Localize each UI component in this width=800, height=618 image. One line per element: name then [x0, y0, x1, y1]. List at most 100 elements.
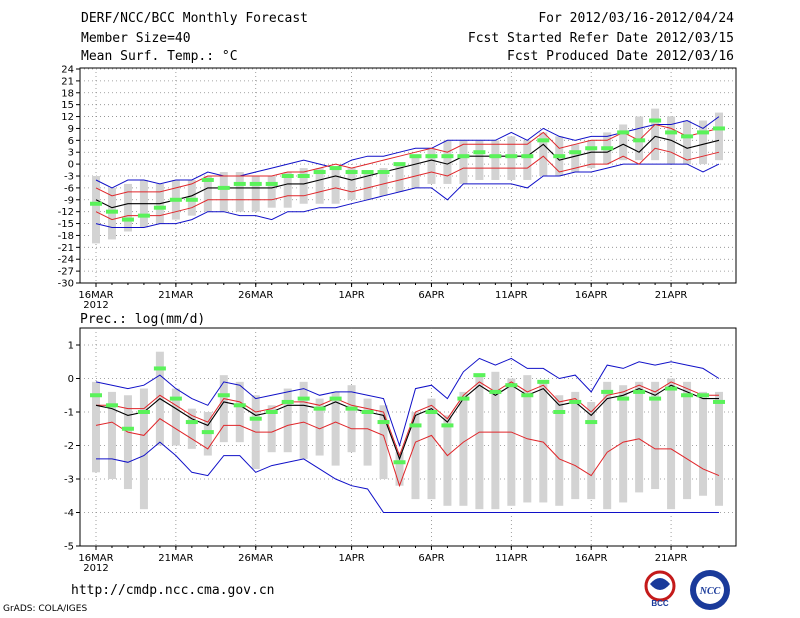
- temp-observed-mark: [345, 170, 358, 175]
- temp-xtick-label: 6APR: [418, 290, 444, 301]
- temp-ytick-label: 18: [61, 88, 74, 99]
- prec-ytick-label: -5: [64, 542, 74, 553]
- prec-ytick-label: 0: [68, 374, 74, 385]
- prec-ensemble-bar: [683, 381, 692, 500]
- source-url[interactable]: http://cmdp.ncc.cma.gov.cn: [71, 583, 275, 598]
- temp-ensemble-bar: [571, 144, 580, 173]
- temp-observed-mark: [217, 185, 230, 190]
- temp-ytick-label: 3: [68, 148, 74, 159]
- temp-ensemble-bar: [267, 176, 276, 208]
- prec-inner-upper-line: [96, 381, 719, 458]
- temp-ytick-label: 9: [68, 124, 74, 135]
- prec-observed-mark: [329, 396, 342, 401]
- prec-ytick-label: -3: [64, 475, 74, 486]
- forecast-produced-date: Fcst Produced Date 2012/03/16: [507, 49, 734, 64]
- prec-xtick-label: 16APR: [575, 553, 608, 564]
- prec-observed-mark: [617, 396, 630, 401]
- prec-observed-mark: [137, 410, 150, 414]
- temp-observed-mark: [201, 177, 214, 182]
- temp-ensemble-bar: [715, 112, 723, 161]
- prec-observed-mark: [249, 416, 262, 421]
- temp-ensemble-bar: [299, 168, 308, 204]
- temp-observed-mark: [553, 154, 566, 159]
- prec-observed-mark: [489, 389, 502, 394]
- prec-ensemble-bar: [459, 391, 468, 506]
- prec-observed-mark: [649, 396, 662, 401]
- temp-ensemble-bar: [651, 108, 660, 161]
- prec-ensemble-bar: [331, 391, 340, 466]
- prec-xtick-label: 1APR: [338, 553, 364, 564]
- prec-observed-mark: [201, 430, 214, 435]
- prec-observed-mark: [537, 379, 550, 384]
- temp-ytick-label: -21: [58, 243, 74, 254]
- precip-panel-title: Prec.: log(mm/d): [80, 312, 206, 327]
- temp-ensemble-bar: [459, 140, 468, 184]
- prec-observed-mark: [601, 389, 614, 394]
- prec-mean-line: [95, 384, 719, 461]
- temp-observed-mark: [681, 134, 694, 139]
- prec-observed-mark: [521, 393, 534, 398]
- temp-observed-mark: [265, 181, 278, 186]
- temp-ensemble-bar: [475, 140, 484, 180]
- temp-observed-mark: [601, 146, 614, 151]
- prec-observed-mark: [425, 410, 438, 414]
- temp-observed-mark: [329, 166, 342, 171]
- temp-observed-mark: [90, 201, 102, 206]
- prec-xtick-label: 26MAR: [238, 553, 273, 564]
- chart-title: DERF/NCC/BCC Monthly Forecast: [81, 11, 308, 26]
- prec-observed-mark: [681, 393, 694, 398]
- prec-observed-mark: [569, 399, 582, 404]
- temp-observed-mark: [489, 154, 502, 159]
- temp-ensemble-bar: [251, 176, 260, 212]
- variable-label: Mean Surf. Temp.: °C: [81, 49, 238, 64]
- member-size: Member Size=40: [81, 31, 191, 46]
- prec-observed-mark: [409, 423, 422, 428]
- temp-ytick-label: -6: [64, 183, 74, 194]
- prec-ensemble-bar: [651, 381, 660, 490]
- prec-ensemble-bar: [187, 408, 196, 449]
- bcc-logo: BCC: [644, 570, 676, 608]
- temp-observed-mark: [153, 205, 166, 210]
- temp-ensemble-bar: [587, 140, 596, 169]
- temp-ytick-label: 21: [61, 76, 74, 87]
- prec-ensemble-bar: [571, 391, 580, 500]
- temp-ytick-label: 12: [61, 112, 74, 123]
- prec-ensemble-bar: [555, 395, 564, 506]
- ncc-logo: NCC: [690, 570, 730, 610]
- prec-ensemble-bar: [475, 375, 484, 510]
- bcc-logo-text: BCC: [651, 599, 669, 608]
- prec-observed-mark: [265, 410, 278, 414]
- prec-ensemble-bar: [507, 378, 516, 506]
- prec-observed-mark: [505, 383, 518, 388]
- prec-ensemble-bar: [379, 405, 388, 479]
- prec-ytick-label: 1: [68, 341, 74, 352]
- temp-outer-upper-line: [95, 116, 720, 189]
- temp-xtick-label: 26MAR: [238, 290, 273, 301]
- temp-ensemble-bar: [491, 140, 500, 180]
- prec-observed-mark: [281, 399, 294, 404]
- prec-xtick-label: 21APR: [655, 553, 688, 564]
- temp-ytick-label: 0: [68, 160, 74, 171]
- temp-ensemble-bar: [123, 183, 132, 232]
- temp-ensemble-bar: [235, 172, 244, 212]
- temp-observed-mark: [457, 154, 470, 159]
- prec-observed-mark: [473, 373, 486, 378]
- temp-ytick-label: 15: [61, 100, 74, 111]
- temp-observed-mark: [649, 118, 662, 123]
- temp-observed-mark: [313, 170, 326, 175]
- prec-ytick-label: -1: [64, 408, 74, 419]
- temp-xtick-label: 11APR: [495, 290, 528, 301]
- prec-observed-mark: [441, 423, 454, 428]
- temp-ensemble-bar: [315, 168, 324, 204]
- temp-ytick-label: 6: [68, 136, 74, 147]
- temp-ytick-label: -15: [58, 219, 74, 230]
- temp-mean-line: [95, 135, 720, 209]
- temp-ensemble-bar: [203, 176, 212, 212]
- temp-observed-mark: [169, 197, 182, 202]
- prec-ytick-label: -4: [64, 508, 74, 519]
- temp-observed-mark: [233, 181, 246, 186]
- temp-observed-mark: [409, 154, 422, 159]
- prec-ensemble-bar: [395, 452, 404, 486]
- prec-observed-mark: [185, 420, 198, 425]
- prec-observed-mark: [313, 406, 326, 411]
